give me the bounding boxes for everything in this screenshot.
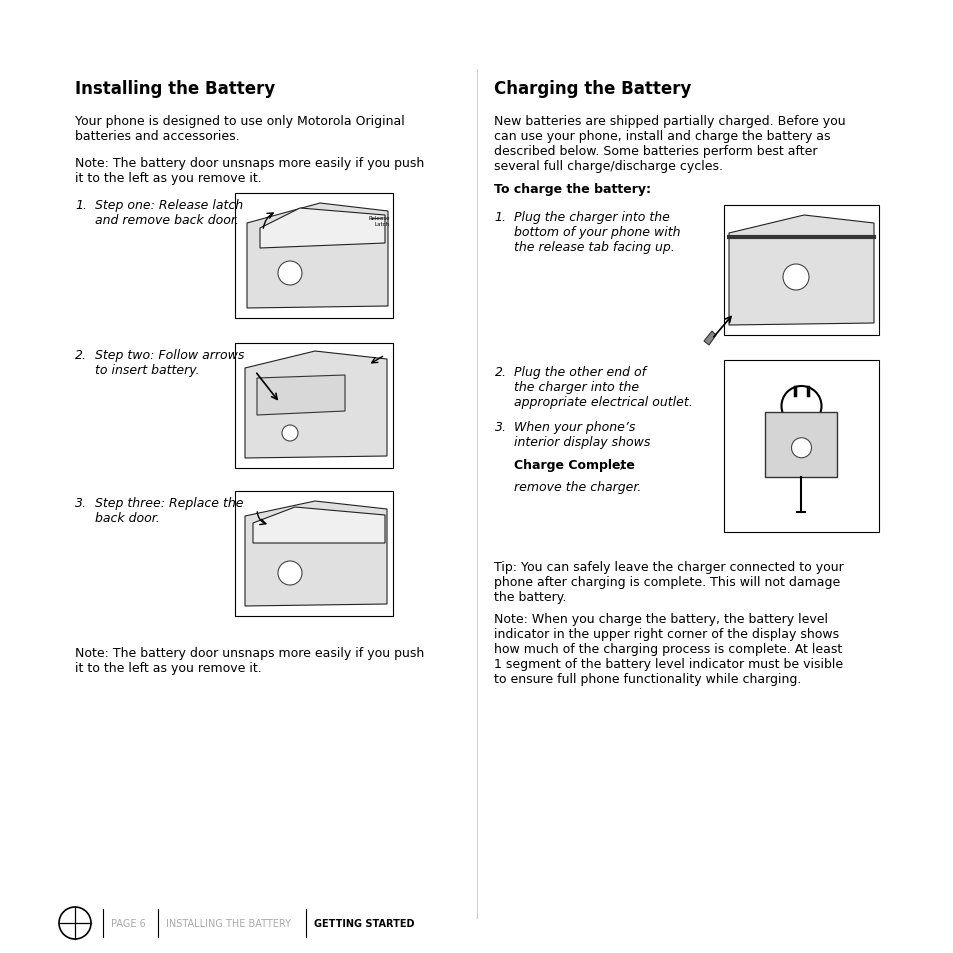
Text: 1.: 1. [75,199,87,212]
Text: Note: The battery door unsnaps more easily if you push
it to the left as you rem: Note: The battery door unsnaps more easi… [75,646,424,675]
Bar [234,193,393,318]
Text: When your phone’s
interior display shows: When your phone’s interior display shows [514,420,650,449]
Bar [764,413,837,477]
Circle shape [277,561,302,585]
Circle shape [781,387,821,427]
Text: Plug the charger into the
bottom of your phone with
the release tab facing up.: Plug the charger into the bottom of your… [514,211,680,253]
Text: Installing the Battery: Installing the Battery [75,80,275,98]
Circle shape [791,438,811,458]
Text: 1.: 1. [494,211,506,224]
Text: Charge Complete: Charge Complete [514,458,635,472]
Polygon shape [247,204,388,309]
Text: ,: , [618,458,623,472]
Text: New batteries are shipped partially charged. Before you
can use your phone, inst: New batteries are shipped partially char… [494,115,845,172]
Text: Tip: You can safely leave the charger connected to your
phone after charging is : Tip: You can safely leave the charger co… [494,560,843,603]
Bar [234,492,393,617]
Text: Release
Latch: Release Latch [368,215,390,227]
Text: INSTALLING THE BATTERY: INSTALLING THE BATTERY [166,918,291,928]
Circle shape [277,262,302,286]
Text: Note: When you charge the battery, the battery level
indicator in the upper righ: Note: When you charge the battery, the b… [494,613,842,685]
Polygon shape [245,352,387,458]
Text: Note: The battery door unsnaps more easily if you push
it to the left as you rem: Note: The battery door unsnaps more easi… [75,157,424,185]
Polygon shape [260,209,385,249]
Polygon shape [256,375,345,416]
Polygon shape [253,507,385,543]
Circle shape [59,907,91,939]
Text: Step one: Release latch
and remove back door.: Step one: Release latch and remove back … [95,199,243,227]
Polygon shape [703,332,716,346]
Text: 3.: 3. [494,420,506,434]
Text: 3.: 3. [75,497,87,510]
Bar [723,360,878,533]
Text: Your phone is designed to use only Motorola Original
batteries and accessories.: Your phone is designed to use only Motor… [75,115,404,143]
Text: remove the charger.: remove the charger. [514,480,641,494]
Text: 2.: 2. [494,366,506,378]
Polygon shape [728,215,873,326]
Polygon shape [245,501,387,606]
Text: Step three: Replace the
back door.: Step three: Replace the back door. [95,497,243,524]
Circle shape [282,426,297,441]
Text: Charging the Battery: Charging the Battery [494,80,691,98]
Text: Plug the other end of
the charger into the
appropriate electrical outlet.: Plug the other end of the charger into t… [514,366,693,409]
Bar [234,344,393,469]
Bar [723,206,878,335]
Text: Step two: Follow arrows
to insert battery.: Step two: Follow arrows to insert batter… [95,349,244,376]
Text: 2.: 2. [75,349,87,361]
Text: To charge the battery:: To charge the battery: [494,183,651,195]
Circle shape [782,265,808,291]
Text: GETTING STARTED: GETTING STARTED [314,918,414,928]
Text: PAGE 6: PAGE 6 [111,918,146,928]
